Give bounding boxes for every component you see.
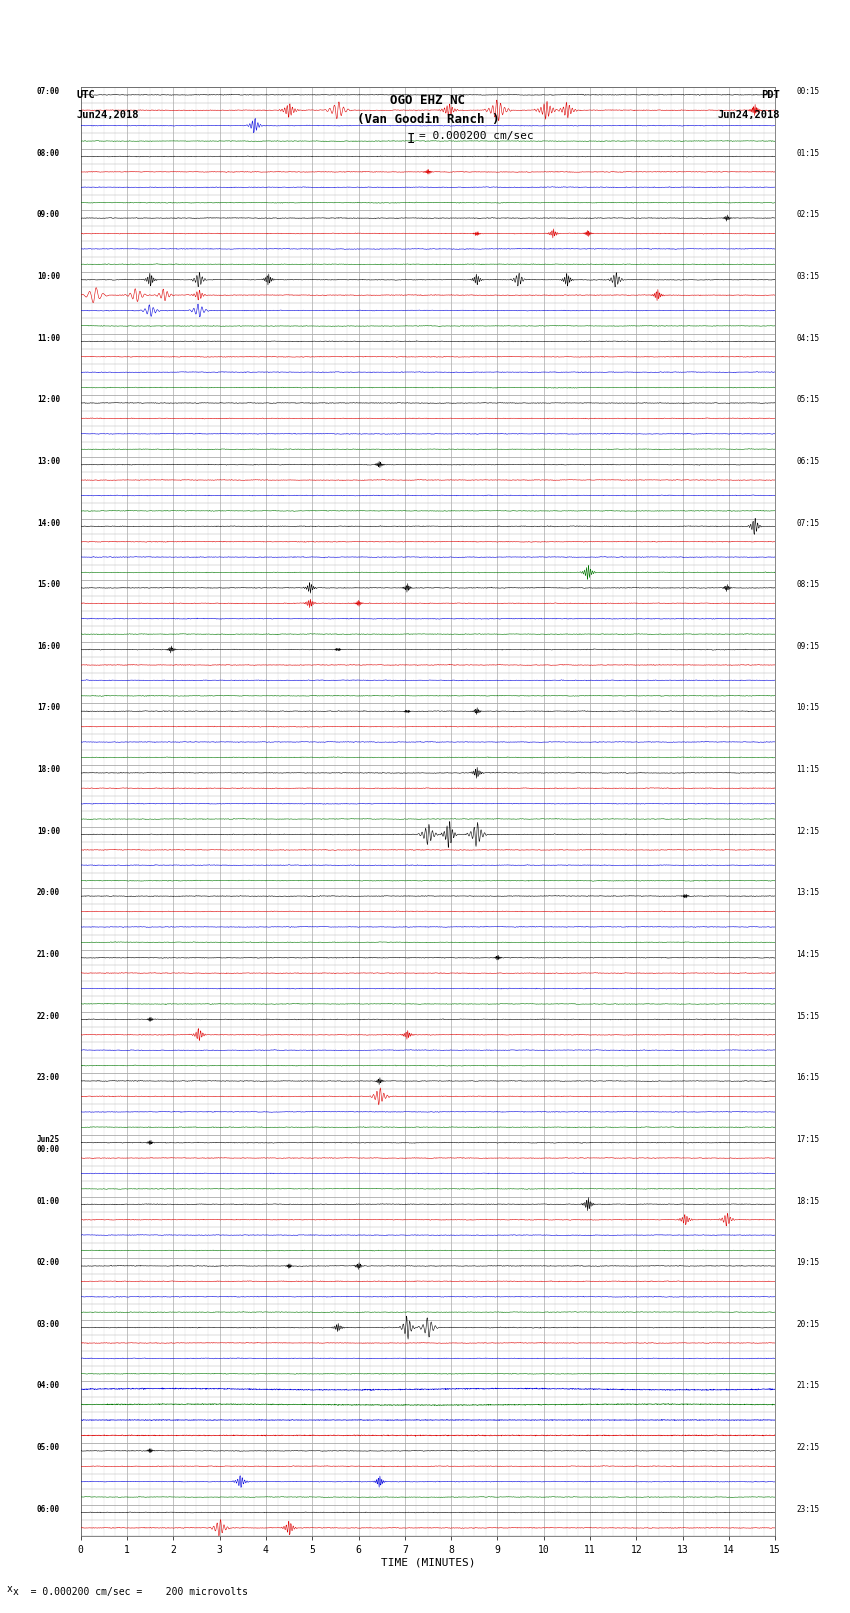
- Text: 17:15: 17:15: [796, 1136, 819, 1144]
- Text: 03:00: 03:00: [37, 1319, 60, 1329]
- Text: Jun24,2018: Jun24,2018: [717, 110, 779, 119]
- Text: 00:15: 00:15: [796, 87, 819, 97]
- Text: 10:15: 10:15: [796, 703, 819, 713]
- Text: (Van Goodin Ranch ): (Van Goodin Ranch ): [357, 113, 499, 126]
- Text: 11:00: 11:00: [37, 334, 60, 342]
- Text: 05:00: 05:00: [37, 1444, 60, 1452]
- Text: 14:15: 14:15: [796, 950, 819, 960]
- Text: = 0.000200 cm/sec: = 0.000200 cm/sec: [420, 131, 534, 140]
- Text: UTC: UTC: [76, 90, 95, 100]
- Text: Jun24,2018: Jun24,2018: [76, 110, 139, 119]
- Text: 23:15: 23:15: [796, 1505, 819, 1513]
- Text: 15:15: 15:15: [796, 1011, 819, 1021]
- Text: 03:15: 03:15: [796, 273, 819, 281]
- Text: 20:15: 20:15: [796, 1319, 819, 1329]
- Text: 12:15: 12:15: [796, 827, 819, 836]
- Text: 16:00: 16:00: [37, 642, 60, 650]
- Text: 16:15: 16:15: [796, 1073, 819, 1082]
- Text: 19:00: 19:00: [37, 827, 60, 836]
- Text: 07:15: 07:15: [796, 518, 819, 527]
- Text: 15:00: 15:00: [37, 581, 60, 589]
- Text: 01:15: 01:15: [796, 148, 819, 158]
- Text: 13:15: 13:15: [796, 889, 819, 897]
- Text: 04:15: 04:15: [796, 334, 819, 342]
- Text: 12:00: 12:00: [37, 395, 60, 405]
- X-axis label: TIME (MINUTES): TIME (MINUTES): [381, 1558, 475, 1568]
- Text: PDT: PDT: [761, 90, 779, 100]
- Text: 11:15: 11:15: [796, 765, 819, 774]
- Text: 18:00: 18:00: [37, 765, 60, 774]
- Text: 17:00: 17:00: [37, 703, 60, 713]
- Text: x  = 0.000200 cm/sec =    200 microvolts: x = 0.000200 cm/sec = 200 microvolts: [13, 1587, 247, 1597]
- Text: 02:00: 02:00: [37, 1258, 60, 1268]
- Text: 13:00: 13:00: [37, 456, 60, 466]
- Text: 09:15: 09:15: [796, 642, 819, 650]
- Text: 09:00: 09:00: [37, 210, 60, 219]
- Text: 21:15: 21:15: [796, 1381, 819, 1390]
- Text: 02:15: 02:15: [796, 210, 819, 219]
- Text: 06:00: 06:00: [37, 1505, 60, 1513]
- Text: 10:00: 10:00: [37, 273, 60, 281]
- Text: 01:00: 01:00: [37, 1197, 60, 1205]
- Text: Jun25
00:00: Jun25 00:00: [37, 1136, 60, 1155]
- Text: 22:00: 22:00: [37, 1011, 60, 1021]
- Text: 22:15: 22:15: [796, 1444, 819, 1452]
- Text: 18:15: 18:15: [796, 1197, 819, 1205]
- Text: 08:15: 08:15: [796, 581, 819, 589]
- Text: 06:15: 06:15: [796, 456, 819, 466]
- Text: x: x: [7, 1584, 13, 1594]
- Text: 14:00: 14:00: [37, 518, 60, 527]
- Text: OGO EHZ NC: OGO EHZ NC: [390, 94, 466, 106]
- Text: 07:00: 07:00: [37, 87, 60, 97]
- Text: 05:15: 05:15: [796, 395, 819, 405]
- Text: 21:00: 21:00: [37, 950, 60, 960]
- Text: 04:00: 04:00: [37, 1381, 60, 1390]
- Text: I: I: [407, 132, 415, 147]
- Text: 19:15: 19:15: [796, 1258, 819, 1268]
- Text: 08:00: 08:00: [37, 148, 60, 158]
- Text: 20:00: 20:00: [37, 889, 60, 897]
- Text: 23:00: 23:00: [37, 1073, 60, 1082]
